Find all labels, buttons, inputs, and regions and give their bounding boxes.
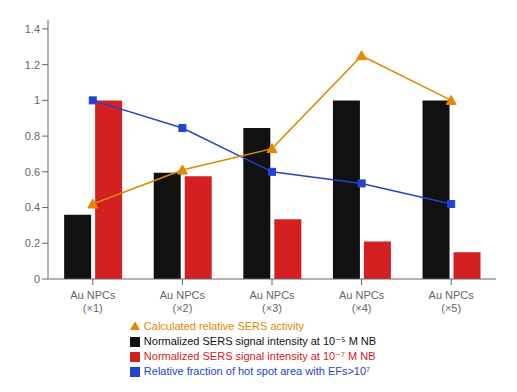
svg-text:Au NPCs(×4): Au NPCs(×4)	[339, 289, 385, 314]
svg-text:0.4: 0.4	[25, 201, 40, 213]
html-text:Normalized SERS signal intensi: Normalized SERS signal intensity at 10⁻⁷…	[143, 350, 376, 362]
html-text:Relative fraction of hot spot: Relative fraction of hot spot area with …	[143, 365, 371, 377]
svg-text:Au NPCs(×2): Au NPCs(×2)	[160, 289, 206, 314]
html-text:Calculated relative SERS activ: Calculated relative SERS activity	[143, 320, 304, 332]
svg-text:Au NPCs(×3): Au NPCs(×3)	[249, 289, 295, 314]
svg-text:Au NPCs(×1): Au NPCs(×1)	[70, 289, 116, 314]
html-text:Normalized SERS signal intensi: Normalized SERS signal intensity at 10⁻⁵…	[143, 335, 377, 347]
svg-text:Au NPCs(×5): Au NPCs(×5)	[429, 289, 475, 314]
svg-text:0.6: 0.6	[25, 166, 40, 178]
svg-text:1.2: 1.2	[25, 59, 40, 71]
svg-text:1: 1	[34, 94, 40, 106]
svg-text:0: 0	[34, 273, 40, 285]
svg-text:0.2: 0.2	[25, 237, 40, 249]
svg-text:0.8: 0.8	[25, 130, 40, 142]
svg-text:1.4: 1.4	[25, 23, 40, 35]
